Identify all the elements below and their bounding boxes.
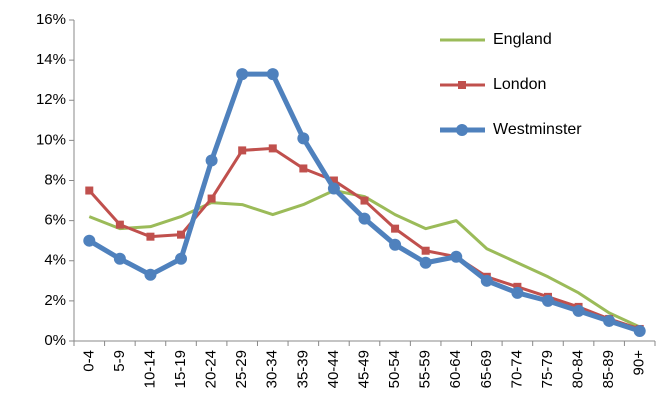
legend-label: England	[493, 31, 552, 48]
x-tick-label: 75-79	[539, 350, 556, 388]
marker	[633, 324, 646, 337]
marker	[389, 238, 402, 251]
y-tick-label: 0%	[44, 332, 66, 349]
x-tick-label: 25-29	[233, 350, 250, 388]
legend-label: London	[493, 76, 546, 93]
x-tick-label: 40-44	[325, 350, 342, 388]
x-tick-label: 20-24	[203, 350, 220, 388]
x-tick-label: 0-4	[80, 350, 97, 372]
marker	[83, 234, 96, 247]
marker	[299, 164, 308, 173]
x-tick-label: 55-59	[417, 350, 434, 388]
marker	[266, 68, 279, 81]
y-tick-label: 14%	[36, 51, 66, 68]
x-tick-label: 30-34	[264, 350, 281, 388]
x-tick-label: 80-84	[570, 350, 587, 388]
marker	[421, 246, 430, 255]
marker	[603, 314, 616, 327]
legend-marker	[458, 81, 466, 89]
y-tick-label: 2%	[44, 292, 66, 309]
marker	[511, 286, 524, 299]
marker	[480, 274, 493, 287]
marker	[115, 220, 124, 229]
marker	[238, 146, 247, 155]
x-tick-label: 5-9	[111, 350, 128, 372]
legend-label: Westminster	[493, 121, 582, 138]
y-tick-label: 10%	[36, 131, 66, 148]
marker	[450, 250, 463, 263]
y-tick-label: 6%	[44, 212, 66, 229]
legend-marker	[456, 124, 468, 136]
y-tick-label: 16%	[36, 11, 66, 28]
marker	[541, 294, 554, 307]
y-tick-label: 4%	[44, 252, 66, 269]
marker	[391, 224, 400, 233]
marker	[205, 154, 218, 167]
marker	[175, 252, 188, 265]
x-tick-label: 70-74	[508, 350, 525, 388]
marker	[85, 186, 94, 195]
marker	[268, 144, 277, 153]
x-tick-label: 65-69	[478, 350, 495, 388]
marker	[207, 194, 216, 203]
x-tick-label: 60-64	[447, 350, 464, 388]
marker	[329, 176, 338, 185]
y-tick-label: 12%	[36, 91, 66, 108]
y-tick-label: 8%	[44, 171, 66, 188]
x-tick-label: 35-39	[294, 350, 311, 388]
series-line	[88, 189, 641, 329]
marker	[236, 68, 249, 81]
x-tick-label: 85-89	[600, 350, 617, 388]
marker	[327, 182, 340, 195]
marker	[360, 196, 369, 205]
x-tick-label: 50-54	[386, 350, 403, 388]
marker	[513, 282, 522, 291]
marker	[572, 304, 585, 317]
marker	[297, 132, 310, 145]
marker	[419, 256, 432, 269]
marker	[113, 252, 126, 265]
x-tick-label: 15-19	[172, 350, 189, 388]
marker	[358, 212, 371, 225]
x-tick-label: 45-49	[355, 350, 372, 388]
x-tick-label: 90+	[631, 350, 648, 376]
x-tick-label: 10-14	[141, 350, 158, 388]
marker	[146, 232, 155, 241]
marker	[144, 268, 157, 281]
marker	[177, 230, 186, 239]
